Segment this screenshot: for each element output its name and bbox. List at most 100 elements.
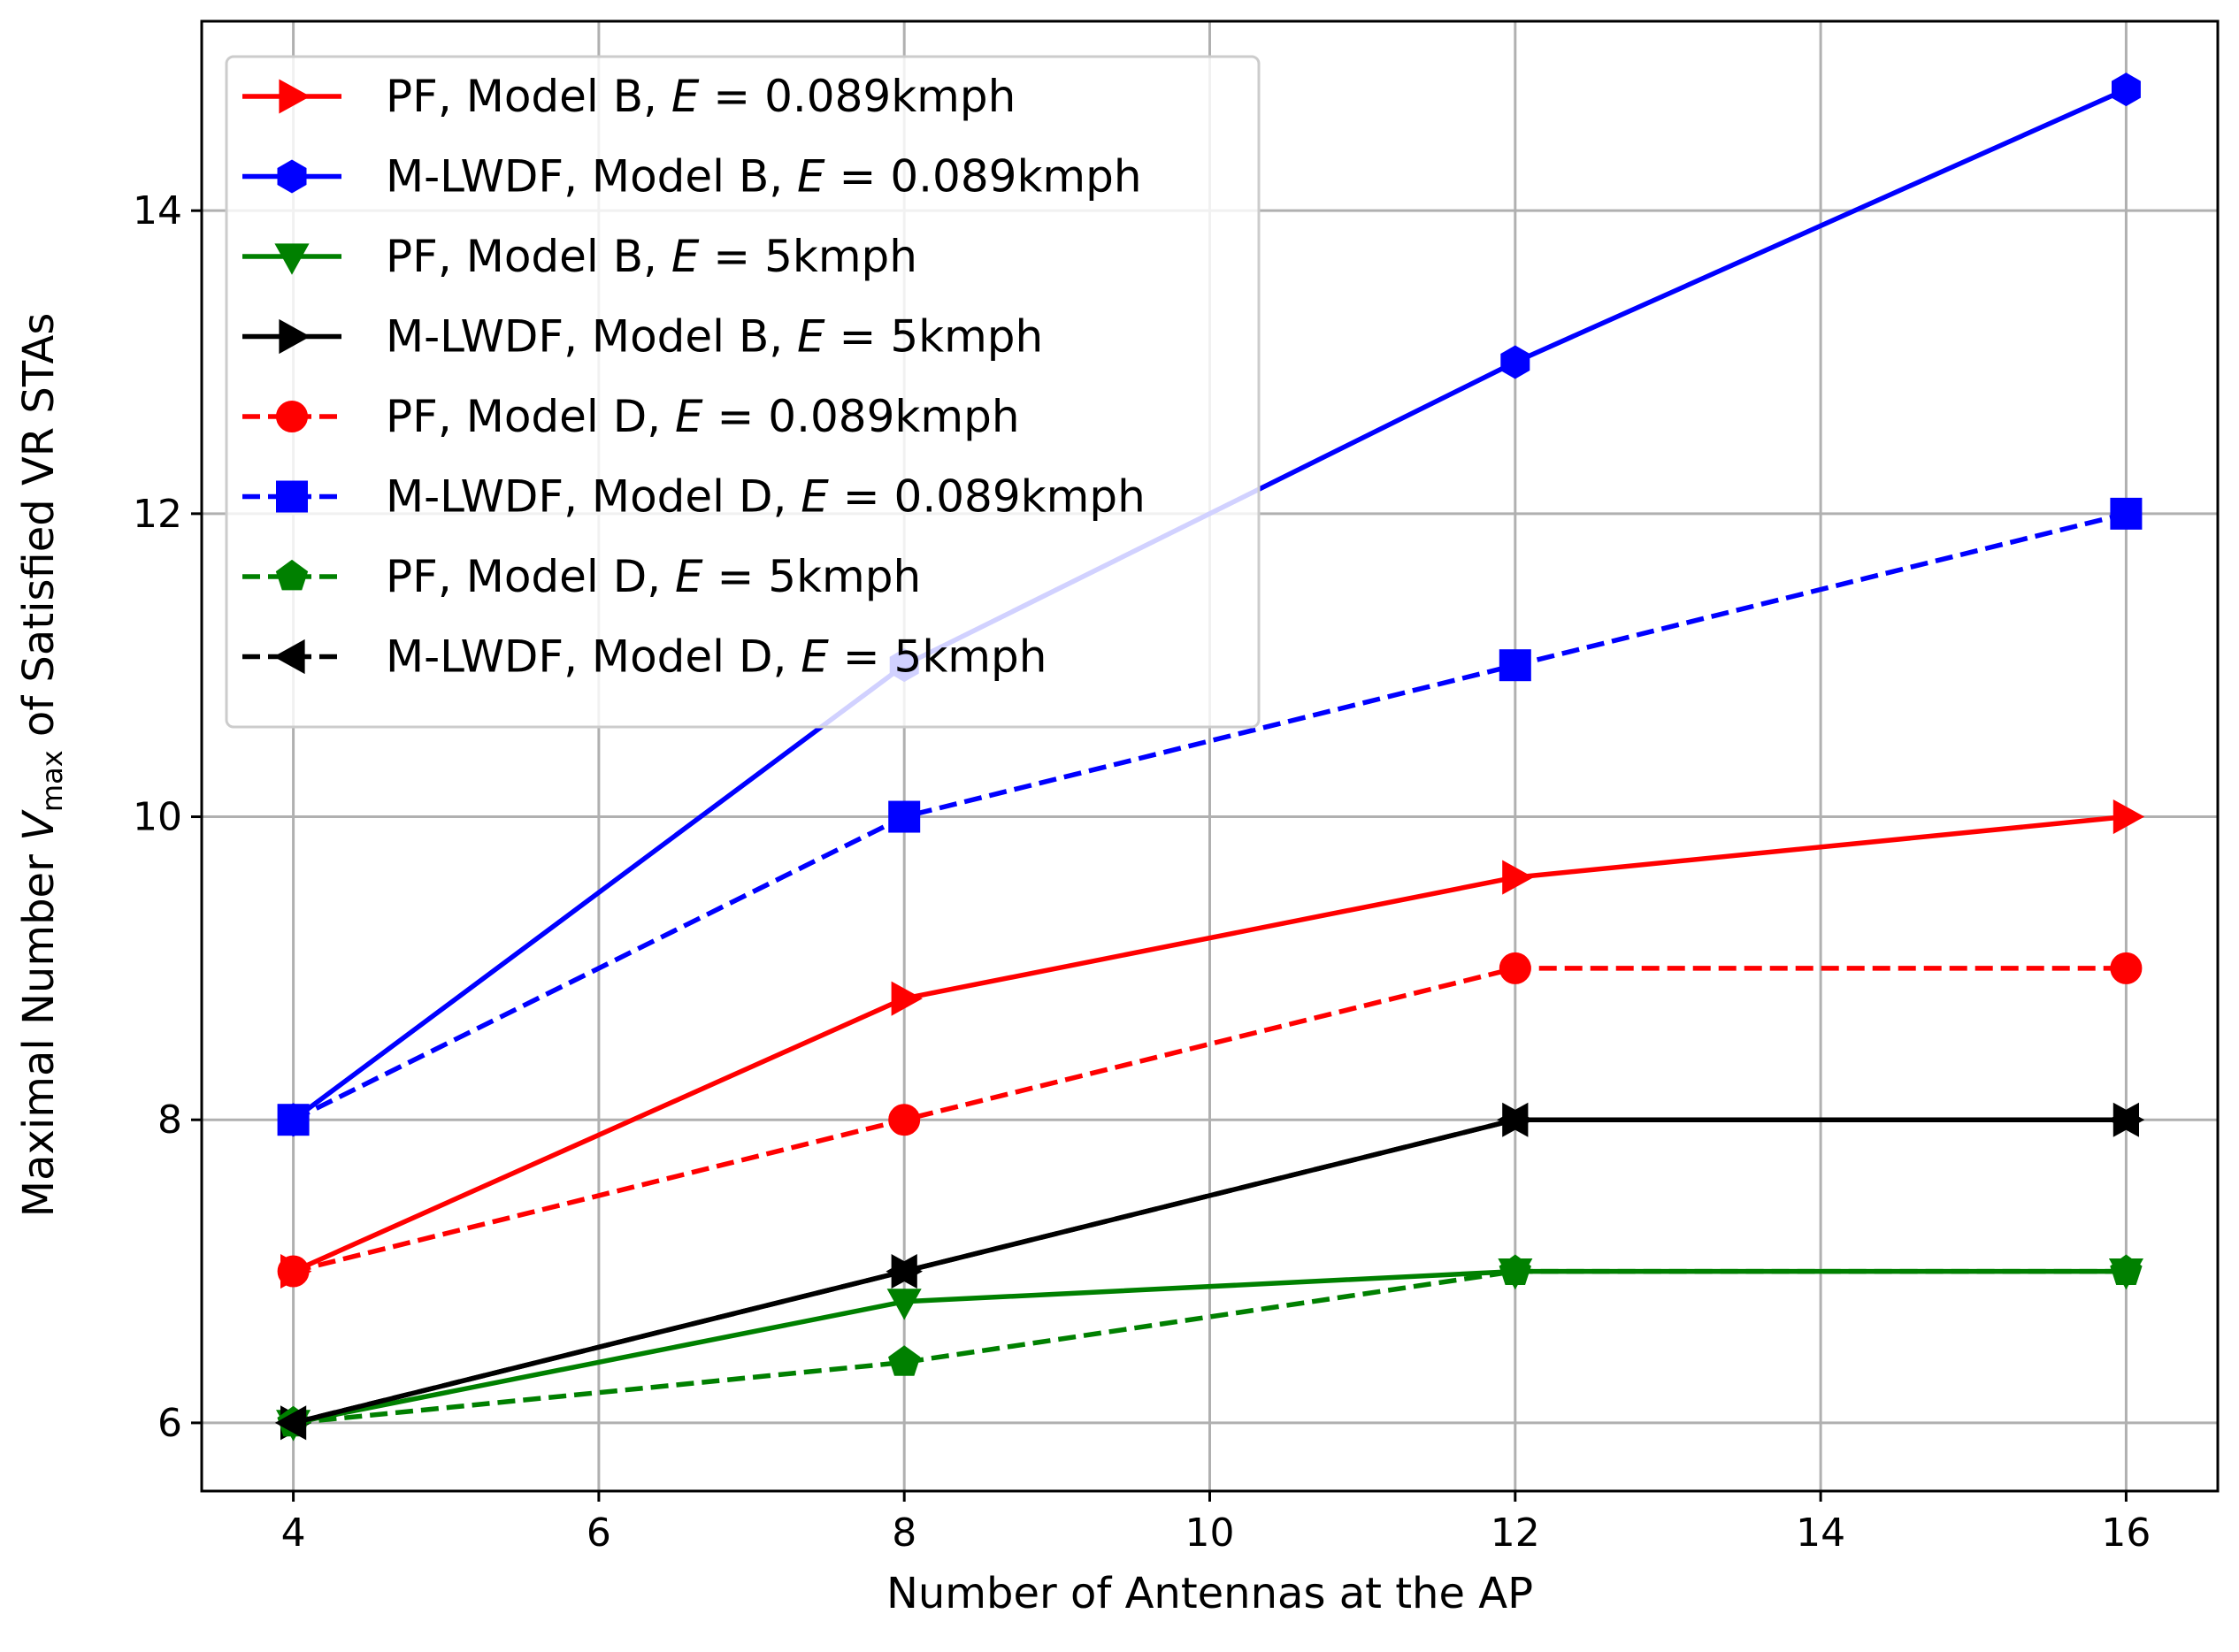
legend-label-value: = 0.089kmph	[825, 151, 1142, 203]
data-point-circle	[2110, 952, 2143, 984]
legend-label-value: = 5kmph	[699, 231, 917, 282]
legend-entry: M-LWDF, Model D, E = 5kmph	[242, 631, 1047, 683]
y-tick-label: 10	[133, 795, 182, 840]
data-point-triangle-down	[886, 1289, 922, 1320]
data-point-triangle-left	[1497, 1102, 1529, 1137]
legend-entry: PF, Model D, E = 5kmph	[242, 551, 921, 602]
data-point-square	[277, 1104, 310, 1136]
legend-label-value: = 0.089kmph	[699, 71, 1016, 122]
legend-label: PF, Model B, E = 5kmph	[386, 231, 917, 282]
y-axis-label-prefix: Maximal Number	[14, 841, 64, 1217]
data-point-square	[2110, 497, 2143, 530]
series-line	[292, 966, 2127, 1274]
data-point-square	[888, 800, 921, 833]
data-point-circle	[888, 1104, 921, 1136]
axis-ticks: 4 6 8 10 12 14 16 6 8 10 12 14	[133, 188, 2151, 1556]
data-point-triangle-left	[274, 1405, 307, 1441]
x-tick-label: 12	[1491, 1511, 1540, 1556]
legend-label: M-LWDF, Model B, E = 5kmph	[386, 311, 1043, 363]
x-tick-label: 4	[281, 1511, 306, 1556]
legend-entry: PF, Model B, E = 0.089kmph	[242, 71, 1016, 122]
series-8	[274, 1102, 2139, 1441]
series-1	[280, 799, 2145, 1289]
data-point-triangle-down	[274, 243, 310, 275]
legend-label-variable: E	[675, 551, 703, 602]
legend-label-variable: E	[801, 631, 829, 683]
series-line	[293, 1268, 2127, 1426]
legend-entry: PF, Model D, E = 0.089kmph	[242, 391, 1020, 442]
data-point-triangle-right	[279, 79, 311, 114]
legend-label-variable: E	[801, 471, 829, 523]
x-tick-label: 14	[1796, 1511, 1845, 1556]
legend-label-value: = 5kmph	[829, 631, 1047, 683]
series-line	[292, 1117, 2127, 1426]
legend-label-name: M-LWDF, Model D,	[386, 471, 801, 523]
x-tick-label: 6	[587, 1511, 611, 1556]
legend-label-variable: E	[675, 391, 703, 442]
legend-label-value: = 0.089kmph	[703, 391, 1020, 442]
y-axis-label-symbol: V	[14, 809, 64, 841]
series-6	[277, 497, 2143, 1136]
x-tick-label: 8	[892, 1511, 916, 1556]
legend-label: M-LWDF, Model D, E = 5kmph	[386, 631, 1047, 683]
y-tick-label: 6	[157, 1401, 182, 1446]
y-tick-label: 14	[133, 188, 182, 233]
data-point-square	[276, 480, 308, 513]
legend-label: M-LWDF, Model D, E = 0.089kmph	[386, 471, 1146, 523]
data-point-triangle-right	[279, 318, 311, 355]
data-point-triangle-left	[273, 639, 305, 675]
series-5	[277, 952, 2143, 1288]
legend-label-variable: E	[797, 311, 825, 363]
x-axis-label: Number of Antennas at the AP	[886, 1569, 1533, 1618]
legend-label-name: M-LWDF, Model B,	[386, 151, 797, 203]
data-point-triangle-right	[891, 981, 923, 1016]
y-axis-label: Maximal Number Vmax of Satisfied VR STAs	[14, 313, 69, 1218]
legend-entry: M-LWDF, Model D, E = 0.089kmph	[242, 471, 1146, 523]
y-tick-label: 8	[157, 1098, 182, 1143]
data-point-hexagon	[2112, 73, 2141, 107]
data-point-circle	[276, 401, 308, 432]
data-point-triangle-right	[2112, 799, 2145, 835]
legend-box	[225, 55, 1261, 729]
legend-label-name: PF, Model B,	[386, 71, 671, 122]
y-axis-label-suffix: of Satisfied VR STAs	[14, 313, 64, 751]
series-line	[292, 511, 2128, 1122]
data-point-pentagon	[275, 559, 309, 591]
data-point-pentagon	[2110, 1254, 2143, 1285]
data-point-square	[1499, 649, 1531, 682]
legend-label-variable: E	[797, 151, 825, 203]
legend-label-value: = 5kmph	[825, 311, 1044, 363]
legend-label: PF, Model D, E = 5kmph	[386, 551, 921, 602]
legend-label: M-LWDF, Model B, E = 0.089kmph	[386, 151, 1142, 203]
data-point-circle	[1499, 952, 1531, 984]
data-point-pentagon	[888, 1345, 921, 1376]
legend-label-name: PF, Model B,	[386, 231, 671, 282]
data-point-hexagon	[1500, 345, 1530, 379]
legend-label-value: = 0.089kmph	[829, 471, 1146, 523]
legend-label-variable: E	[671, 71, 700, 122]
legend-entry: M-LWDF, Model B, E = 0.089kmph	[242, 151, 1142, 203]
legend-label-name: PF, Model D,	[386, 551, 675, 602]
y-tick-label: 12	[133, 492, 182, 537]
data-point-circle	[277, 1255, 310, 1288]
legend-entry: PF, Model B, E = 5kmph	[242, 231, 917, 282]
data-point-triangle-right	[1502, 860, 1534, 895]
x-tick-label: 10	[1185, 1511, 1235, 1556]
data-point-pentagon	[1499, 1254, 1531, 1285]
y-axis-label-subscript: max	[35, 750, 69, 812]
legend-label-variable: E	[671, 231, 700, 282]
legend-label: PF, Model D, E = 0.089kmph	[386, 391, 1020, 442]
legend-entry: M-LWDF, Model B, E = 5kmph	[242, 311, 1043, 363]
legend-label-value: = 5kmph	[703, 551, 922, 602]
series-line	[292, 814, 2127, 1274]
data-point-triangle-left	[886, 1254, 917, 1289]
data-point-hexagon	[277, 159, 307, 194]
legend-label-name: PF, Model D,	[386, 391, 675, 442]
legend-label: PF, Model B, E = 0.089kmph	[386, 71, 1016, 122]
x-tick-label: 16	[2101, 1511, 2151, 1556]
legend-label-name: M-LWDF, Model B,	[386, 311, 797, 363]
data-point-triangle-left	[2107, 1102, 2139, 1137]
legend-label-name: M-LWDF, Model D,	[386, 631, 801, 683]
